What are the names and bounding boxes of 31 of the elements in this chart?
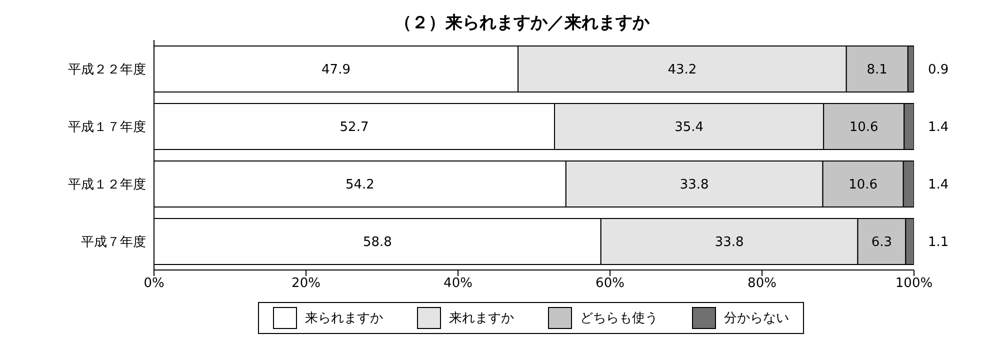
y-tick-label: 平成２２年度: [68, 61, 146, 78]
data-label: 52.7: [340, 120, 369, 136]
data-label: 33.8: [680, 178, 709, 193]
legend-label: 分からない: [723, 310, 789, 328]
x-tick-label: 40%: [444, 276, 472, 292]
data-label: 10.6: [848, 178, 878, 193]
data-label: 6.3: [871, 235, 892, 250]
legend-label: どちらも使う: [579, 310, 658, 328]
legend-label: 来られますか: [304, 310, 383, 328]
data-label: 1.1: [928, 235, 949, 250]
data-label: 47.9: [322, 62, 350, 78]
data-label: 0.9: [928, 62, 949, 78]
legend-label: 来れますか: [448, 310, 514, 328]
data-label: 1.4: [928, 120, 949, 136]
data-label: 58.8: [362, 235, 392, 250]
data-label: 54.2: [345, 178, 374, 193]
y-tick-label: 平成７年度: [81, 234, 146, 250]
chart-title: （２）来られますか／来れますか: [394, 12, 650, 35]
y-tick-label: 平成１２年度: [68, 176, 146, 192]
data-label: 43.2: [668, 62, 697, 78]
data-label: 8.1: [866, 62, 888, 78]
data-label: 35.4: [674, 120, 704, 136]
x-tick-label: 0%: [144, 276, 164, 292]
x-tick-label: 80%: [748, 276, 776, 292]
data-label: 33.8: [714, 235, 744, 250]
data-label: 10.6: [849, 120, 878, 136]
x-tick-label: 100%: [895, 276, 933, 292]
y-tick-label: 平成１７年度: [68, 118, 146, 135]
data-label: 1.4: [928, 178, 949, 193]
x-tick-label: 60%: [596, 276, 624, 292]
x-tick-label: 20%: [292, 276, 320, 292]
